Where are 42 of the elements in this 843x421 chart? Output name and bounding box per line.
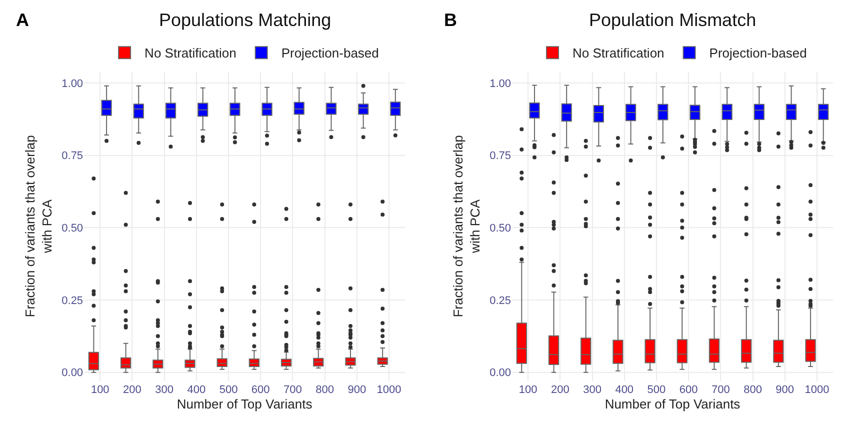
y-tick-label: 0.75 (62, 150, 84, 162)
y-tick-label: 0.25 (62, 294, 84, 307)
x-tick-label: 200 (551, 384, 570, 396)
text: A (16, 10, 29, 30)
x-tick-label: 700 (711, 384, 730, 396)
x-tick-label: 600 (251, 384, 270, 396)
legend-label: Projection-based (281, 46, 379, 61)
legend-label: Projection-based (709, 46, 807, 61)
x-tick-label: 100 (90, 384, 110, 396)
y-tick-label: 0.75 (490, 150, 512, 162)
y-tick-label: 1.00 (62, 78, 84, 90)
x-tick-label: 400 (187, 384, 206, 396)
y-tick-label: 0.50 (490, 222, 512, 234)
x-tick-label: 900 (348, 384, 366, 396)
x-tick-label: 900 (776, 384, 794, 396)
x-axis-title: Number of Top Variants (604, 396, 741, 412)
y-axis-title: Fraction of variants that overlap with PCA (450, 135, 483, 318)
x-tick-label: 500 (219, 384, 238, 396)
y-tick-label: 0.25 (490, 294, 512, 307)
y-tick-label: 0.00 (490, 367, 512, 380)
x-axis-title: Number of Top Variants (176, 396, 313, 412)
x-tick-label: 200 (123, 384, 142, 396)
x-tick-label: 600 (679, 384, 698, 396)
x-tick-label: 1000 (376, 384, 402, 396)
x-tick-label: 800 (744, 384, 762, 396)
x-tick-label: 300 (583, 384, 602, 396)
x-tick-label: 400 (615, 384, 634, 396)
x-tick-label: 500 (647, 384, 666, 396)
x-tick-label: 800 (316, 384, 334, 396)
chart-title: Populations Matching (159, 10, 332, 30)
legend-label: No Stratification (572, 46, 664, 61)
x-tick-label: 700 (284, 384, 302, 396)
y-tick-label: 0.50 (62, 222, 84, 234)
y-axis-title: Fraction of variants that overlap with PCA (22, 135, 55, 318)
x-tick-label: 1000 (804, 384, 830, 396)
x-tick-label: 300 (155, 384, 174, 396)
y-tick-label: 1.00 (490, 78, 512, 90)
legend-label: No Stratification (144, 46, 236, 61)
text: B (444, 10, 457, 30)
chart-title: Population Mismatch (589, 10, 756, 30)
y-tick-label: 0.00 (62, 367, 84, 380)
x-tick-label: 100 (518, 384, 538, 396)
